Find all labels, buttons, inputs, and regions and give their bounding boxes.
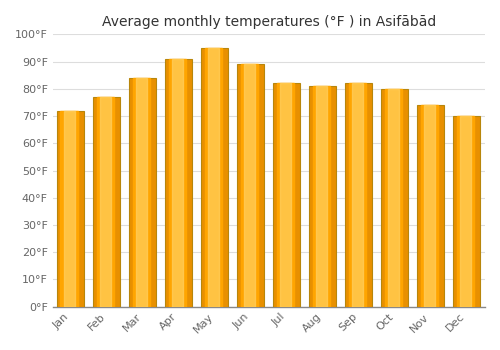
Bar: [384, 89, 402, 307]
Bar: [274, 83, 300, 307]
Bar: [420, 105, 438, 307]
Bar: [96, 97, 114, 307]
Bar: [382, 89, 408, 307]
Bar: [57, 111, 84, 307]
Bar: [316, 86, 327, 307]
Bar: [60, 111, 78, 307]
Bar: [276, 83, 294, 307]
Bar: [64, 111, 75, 307]
Bar: [136, 78, 147, 307]
Bar: [238, 64, 264, 307]
Bar: [310, 86, 336, 307]
Bar: [456, 116, 474, 307]
Title: Average monthly temperatures (°F ) in Asifābād: Average monthly temperatures (°F ) in As…: [102, 15, 436, 29]
Bar: [202, 48, 228, 307]
Bar: [424, 105, 435, 307]
Bar: [280, 83, 291, 307]
Bar: [166, 59, 192, 307]
Bar: [352, 83, 363, 307]
Bar: [132, 78, 150, 307]
Bar: [348, 83, 366, 307]
Bar: [100, 97, 111, 307]
Bar: [94, 97, 120, 307]
Bar: [312, 86, 330, 307]
Bar: [130, 78, 156, 307]
Bar: [172, 59, 183, 307]
Bar: [346, 83, 372, 307]
Bar: [244, 64, 255, 307]
Bar: [240, 64, 258, 307]
Bar: [388, 89, 399, 307]
Bar: [418, 105, 444, 307]
Bar: [204, 48, 222, 307]
Bar: [460, 116, 471, 307]
Bar: [208, 48, 219, 307]
Bar: [168, 59, 186, 307]
Bar: [454, 116, 480, 307]
